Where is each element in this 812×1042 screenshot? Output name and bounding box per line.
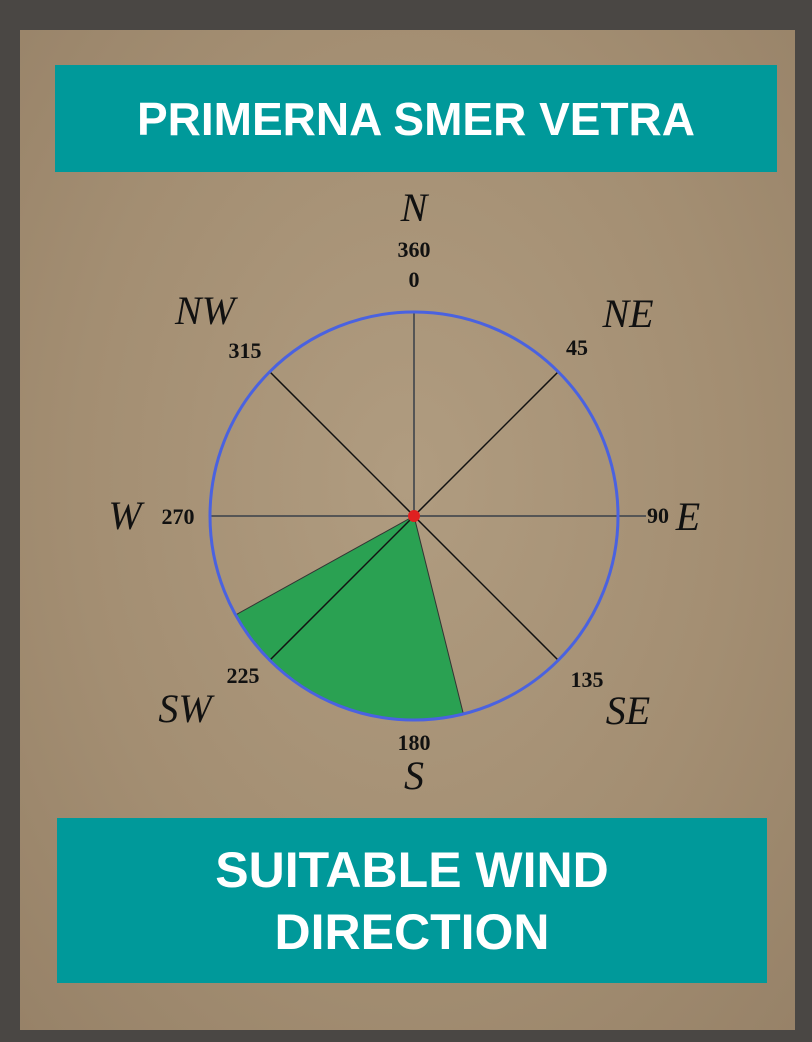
degree-label: 360 [398, 237, 431, 262]
direction-label: SE [606, 688, 650, 733]
direction-label: N [400, 185, 430, 230]
degree-label: 180 [398, 730, 431, 755]
direction-label: NE [601, 291, 653, 336]
footer-box: SUITABLE WIND DIRECTION [57, 818, 767, 983]
direction-label: SW [158, 686, 215, 731]
diagonal-line [270, 372, 414, 516]
degree-label: 135 [571, 667, 604, 692]
degree-label: 90 [647, 503, 669, 528]
degree-label: 315 [229, 338, 262, 363]
center-dot [408, 510, 420, 522]
frame: PRIMERNA SMER VETRA NNEESESSWWNW36004590… [0, 0, 812, 1042]
degree-label: 225 [227, 663, 260, 688]
direction-label: NW [174, 288, 239, 333]
degree-label: 270 [162, 504, 195, 529]
direction-label: W [108, 493, 145, 538]
wind-sector [236, 516, 464, 720]
degree-label: 0 [409, 267, 420, 292]
degree-label: 45 [566, 335, 588, 360]
direction-label: E [675, 494, 700, 539]
diagonal-line [414, 372, 558, 516]
direction-label: S [404, 753, 424, 798]
footer-title: SUITABLE WIND DIRECTION [172, 839, 652, 963]
